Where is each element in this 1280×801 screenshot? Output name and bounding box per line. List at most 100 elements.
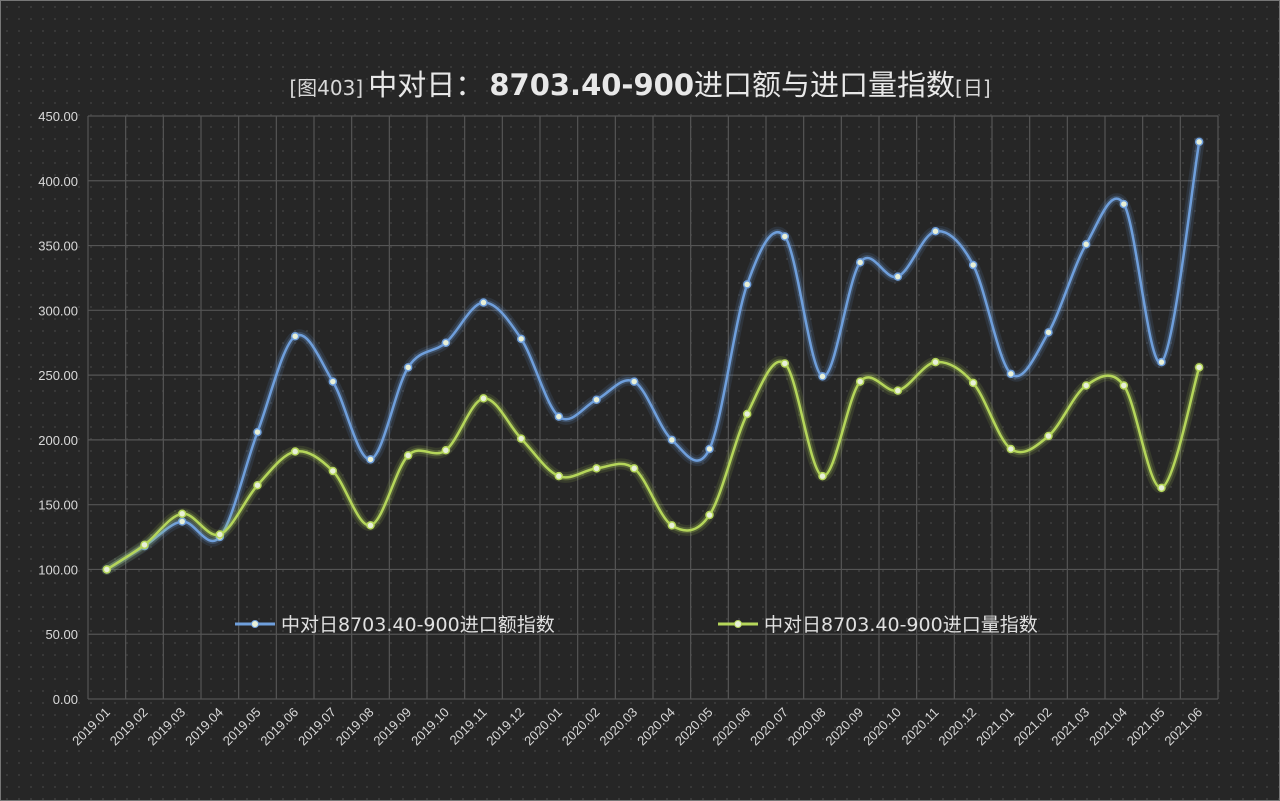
- data-point: [818, 372, 827, 381]
- y-tick-label: 450.00: [38, 109, 78, 124]
- legend-item-2: 中对日8703.40-900进口量指数: [718, 614, 1038, 636]
- data-point: [441, 446, 451, 455]
- x-tick-label: 2019.06: [257, 705, 301, 749]
- x-tick-label: 2019.10: [408, 705, 452, 749]
- data-point: [290, 447, 300, 456]
- data-point: [479, 298, 488, 307]
- data-point: [780, 232, 790, 241]
- x-tick-label: 2020.09: [822, 705, 866, 749]
- data-point: [1006, 444, 1016, 454]
- x-tick-label: 2021.01: [973, 705, 1017, 749]
- x-tick-label: 2021.02: [1011, 705, 1055, 749]
- x-tick-label: 2020.03: [596, 705, 640, 749]
- data-point: [1044, 328, 1053, 337]
- x-tick-label: 2019.11: [446, 705, 489, 748]
- data-point: [516, 334, 526, 344]
- x-tick-label: 2020.05: [672, 705, 716, 749]
- data-point: [855, 377, 865, 386]
- data-point: [1194, 137, 1204, 147]
- data-point: [1081, 381, 1091, 390]
- x-tick-label: 2019.03: [144, 705, 188, 749]
- data-point: [629, 464, 639, 473]
- data-point: [516, 434, 526, 443]
- x-tick-label: 2019.08: [333, 705, 377, 749]
- data-point: [855, 258, 865, 267]
- data-point: [177, 509, 187, 518]
- x-tick-label: 2019.12: [483, 705, 527, 749]
- x-tick-label: 2019.02: [107, 705, 151, 749]
- data-point: [629, 377, 639, 386]
- x-tick-label: 2019.05: [220, 705, 264, 749]
- title-country: 中对日：: [368, 68, 485, 102]
- y-tick-label: 150.00: [38, 498, 78, 513]
- data-point: [403, 363, 413, 372]
- data-point: [1157, 357, 1166, 367]
- x-tick-label: 2020.02: [559, 705, 603, 749]
- y-tick-label: 50.00: [45, 627, 78, 642]
- data-point: [253, 480, 262, 490]
- data-point: [742, 409, 752, 419]
- data-point: [102, 565, 112, 574]
- data-point: [893, 272, 903, 281]
- data-point: [780, 359, 790, 368]
- data-point: [328, 377, 338, 386]
- x-tick-label: 2021.05: [1124, 705, 1168, 749]
- data-point: [931, 357, 940, 367]
- data-point: [1044, 431, 1053, 441]
- data-point: [705, 444, 714, 454]
- series-line: [105, 360, 1201, 571]
- legend-marker: [251, 620, 259, 628]
- data-point: [1194, 363, 1204, 372]
- x-tick-label: 2020.06: [709, 705, 753, 749]
- x-tick-label: 2019.09: [370, 705, 414, 749]
- y-tick-label: 0.00: [53, 692, 78, 707]
- data-point: [328, 466, 338, 476]
- data-point: [592, 464, 601, 473]
- x-tick-label: 2020.12: [935, 705, 979, 749]
- x-tick-label: 2019.04: [182, 705, 226, 749]
- data-point: [705, 510, 714, 520]
- data-point: [1119, 381, 1129, 390]
- data-point: [366, 455, 375, 464]
- x-tick-label: 2019.01: [69, 705, 113, 749]
- y-tick-label: 350.00: [38, 239, 78, 254]
- legend-label: 中对日8703.40-900进口额指数: [281, 614, 555, 636]
- title-rest: 进口额与进口量指数: [694, 68, 956, 102]
- legend-item-1: 中对日8703.40-900进口额指数: [235, 614, 555, 636]
- x-tick-label: 2021.06: [1161, 705, 1205, 749]
- y-tick-label: 400.00: [38, 174, 78, 189]
- data-point: [968, 378, 978, 388]
- y-tick-label: 250.00: [38, 368, 78, 383]
- x-tick-label: 2020.10: [860, 705, 904, 749]
- x-tick-label: 2021.03: [1048, 705, 1092, 749]
- title-suffix: [日]: [955, 76, 991, 100]
- data-point: [1006, 369, 1016, 379]
- y-tick-label: 300.00: [38, 303, 78, 318]
- x-tick-label: 2020.07: [747, 705, 791, 749]
- data-point: [140, 540, 149, 550]
- x-tick-label: 2021.04: [1086, 705, 1130, 749]
- data-point: [554, 471, 564, 481]
- data-point: [893, 386, 903, 395]
- data-point: [931, 227, 940, 236]
- data-point: [554, 412, 564, 421]
- data-point: [742, 280, 752, 289]
- data-point: [667, 435, 677, 445]
- x-tick-label: 2019.07: [295, 705, 339, 749]
- y-tick-label: 100.00: [38, 562, 78, 577]
- data-point: [253, 427, 262, 437]
- data-point: [968, 260, 978, 270]
- data-point: [1081, 240, 1091, 249]
- series-1: [101, 136, 1205, 575]
- x-tick-label: 2020.04: [634, 705, 678, 749]
- data-point: [177, 517, 187, 526]
- data-point: [1119, 199, 1129, 209]
- data-point: [366, 521, 375, 530]
- legend-label: 中对日8703.40-900进口量指数: [764, 614, 1038, 636]
- data-point: [403, 451, 413, 460]
- data-point: [215, 530, 225, 539]
- title-code: 8703.40-900: [489, 68, 695, 102]
- data-point: [290, 331, 300, 341]
